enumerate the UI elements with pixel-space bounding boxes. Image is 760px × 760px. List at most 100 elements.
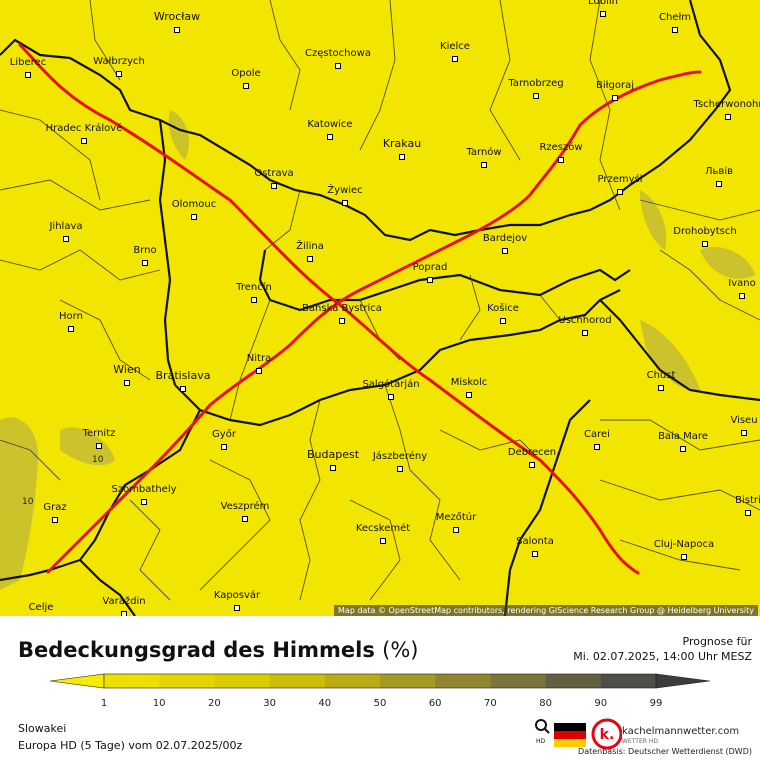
- city-marker: [533, 93, 539, 99]
- city-label: Drohobytsch: [673, 226, 737, 237]
- city-marker: [600, 11, 606, 17]
- city-marker: [221, 444, 227, 450]
- city-label: Bratislava: [155, 369, 211, 382]
- city-label: Žilina: [296, 241, 324, 252]
- scale-segment: [159, 674, 215, 688]
- scale-tick-label: 60: [428, 698, 442, 709]
- city-marker: [453, 527, 459, 533]
- forecast-time: Mi. 02.07.2025, 14:00 Uhr MESZ: [573, 650, 752, 663]
- city-label: Veszprém: [220, 501, 270, 512]
- city-label: Győr: [212, 429, 236, 440]
- city-label: Львів: [705, 166, 733, 177]
- city-label: Żywiec: [327, 185, 363, 196]
- data-source: Datenbasis: Deutscher Wetterdienst (DWD): [578, 747, 752, 756]
- scale-tick-label: 50: [373, 698, 387, 709]
- city-marker: [502, 248, 508, 254]
- city-marker: [339, 318, 345, 324]
- scale-tick-label: 1: [100, 698, 108, 709]
- city-marker: [672, 27, 678, 33]
- city-label: Biłgoraj: [596, 80, 634, 91]
- city-label: Liberec: [9, 57, 47, 68]
- city-label: Varaždin: [102, 596, 146, 607]
- city-label: Viseu: [730, 415, 758, 426]
- logo-graphics: k.: [535, 718, 622, 750]
- scale-tick-label: 20: [208, 698, 221, 709]
- city-marker: [256, 368, 262, 374]
- city-label: Cluj-Napoca: [653, 539, 715, 550]
- route-lines: [18, 43, 702, 575]
- city-label: Rzeszów: [539, 142, 583, 153]
- forecast-map[interactable]: Wrocław Lublin Chełm Liberec Wałbrzych Często…: [0, 0, 760, 616]
- city-label: Bistri: [735, 495, 760, 506]
- city-label: Wrocław: [153, 10, 201, 23]
- city-marker: [96, 443, 102, 449]
- city-label: Jihlava: [49, 221, 83, 232]
- kachelmann-logo-icon: k.: [591, 718, 622, 750]
- city-label: Celje: [28, 602, 54, 613]
- scale-max-arrow: [655, 673, 711, 689]
- scale-segment: [490, 674, 547, 688]
- city-label: Budapest: [306, 448, 360, 461]
- legend-panel: Bedeckungsgrad des Himmels (%) Prognose …: [0, 616, 760, 760]
- scale-tick-label: 80: [539, 698, 552, 709]
- city-label: Bardejov: [482, 233, 528, 244]
- map-title-unit: (%): [382, 638, 419, 662]
- scale-min-arrow: [49, 673, 105, 689]
- city-label: Kaposvár: [213, 590, 261, 601]
- scale-tick-label: 10: [152, 698, 166, 709]
- city-label: Tarnów: [466, 147, 502, 158]
- city-marker: [399, 154, 405, 160]
- scale-outline: [103, 673, 657, 689]
- brand-logos: k. HD kachelmannwetter.com WETTER HD: [532, 716, 752, 756]
- city-label: Hradec Králové: [45, 123, 123, 134]
- city-label: Tarnobrzeg: [508, 78, 564, 89]
- city-marker: [141, 499, 147, 505]
- city-label: Trenčín: [236, 282, 272, 293]
- city-marker: [658, 385, 664, 391]
- scale-segment: [435, 674, 491, 688]
- color-scale-bar: [49, 673, 711, 689]
- map-title-text: Bedeckungsgrad des Himmels: [18, 638, 375, 662]
- city-marker: [388, 394, 394, 400]
- city-label: Kielce: [440, 41, 470, 52]
- city-marker: [271, 183, 277, 189]
- city-marker: [466, 392, 472, 398]
- brand-name[interactable]: kachelmannwetter.com: [622, 726, 740, 737]
- city-marker: [68, 326, 74, 332]
- city-marker: [680, 446, 686, 452]
- city-label: Wałbrzych: [93, 56, 145, 67]
- scale-segment: [214, 674, 271, 688]
- city-marker: [380, 538, 386, 544]
- city-marker: [342, 200, 348, 206]
- scale-segment: [545, 674, 602, 688]
- city-label: Mezőtúr: [435, 512, 477, 523]
- city-marker: [612, 95, 618, 101]
- regional-borders: [0, 0, 760, 601]
- german-flag-icon: [554, 723, 586, 747]
- city-label: Szombathely: [111, 484, 177, 495]
- city-label: Krakau: [382, 137, 422, 150]
- city-marker: [174, 27, 180, 33]
- city-marker: [745, 510, 751, 516]
- city-label: Chełm: [658, 12, 692, 23]
- map-attribution[interactable]: Map data © OpenStreetMap contributors, r…: [334, 605, 758, 616]
- city-label: Częstochowa: [305, 48, 371, 59]
- city-label: Chust: [646, 370, 676, 381]
- hd-magnifier-icon: [535, 719, 550, 734]
- region-name: Slowakei: [18, 722, 67, 735]
- scale-segment: [324, 674, 381, 688]
- city-marker: [180, 386, 186, 392]
- city-marker: [500, 318, 506, 324]
- city-label: Košice: [487, 303, 519, 314]
- scale-segment: [104, 674, 160, 688]
- city-marker: [725, 114, 731, 120]
- city-marker: [452, 56, 458, 62]
- city-label: Nitra: [246, 353, 272, 364]
- city-label: Ivano: [728, 278, 756, 289]
- scale-tick-label: 30: [263, 698, 276, 709]
- city-label: Debrecen: [507, 447, 557, 458]
- city-marker: [582, 330, 588, 336]
- scale-tick-label: 40: [318, 698, 332, 709]
- city-marker: [307, 256, 313, 262]
- map-overlay: [0, 0, 760, 616]
